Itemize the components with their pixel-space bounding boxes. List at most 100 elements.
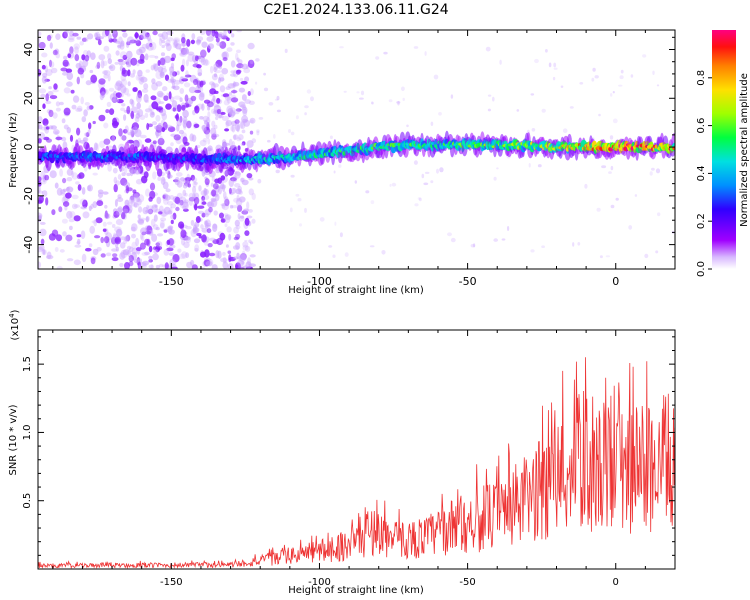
spectrogram-noise-blob — [186, 236, 191, 240]
spectrogram-noise-blob — [205, 30, 212, 36]
spectrogram-noise-blob — [204, 220, 209, 229]
spectrogram-noise-blob — [160, 108, 167, 117]
spectrogram-noise-blob — [76, 234, 82, 238]
spectrogram-noise-blob — [148, 54, 156, 58]
spectrogram-noise-blob — [124, 125, 129, 134]
spectrogram-noise-blob — [178, 129, 185, 135]
spectrogram-noise-blob — [501, 238, 506, 241]
colorbar-tick-label: 0.2 — [696, 213, 707, 229]
spectrogram-noise-blob — [186, 261, 193, 269]
spectrogram-noise-blob — [507, 226, 510, 231]
spectrogram-noise-blob — [181, 238, 185, 246]
spectrogram-noise-blob — [208, 206, 213, 213]
spectrogram-noise-blob — [237, 185, 242, 192]
spectrogram-noise-blob — [569, 106, 574, 109]
spectrogram-noise-blob — [237, 59, 243, 65]
spectrogram-noise-blob — [162, 121, 168, 131]
spectrogram-noise-blob — [137, 218, 145, 224]
spectrogram-noise-blob — [49, 59, 52, 68]
spectrogram-noise-blob — [163, 248, 170, 256]
spectrogram-noise-blob — [38, 124, 43, 130]
spectrogram-noise-blob — [218, 114, 224, 119]
spectrogram-noise-blob — [159, 35, 166, 42]
spectrogram-noise-blob — [161, 113, 167, 121]
spectrogram-noise-blob — [126, 93, 131, 97]
spectrogram-noise-blob — [360, 90, 365, 96]
spectrogram-noise-blob — [204, 212, 209, 218]
spectrogram-noise-blob — [208, 30, 215, 37]
spectrogram-noise-blob — [610, 204, 615, 209]
spectrogram-noise-blob — [151, 233, 158, 242]
spectrogram-noise-blob — [65, 234, 73, 242]
spectrogram-noise-blob — [113, 176, 118, 184]
spectrogram-noise-blob — [188, 197, 193, 206]
colorbar: 0.0 0.2 0.4 0.6 0.8 Normalized spectral ampl… — [696, 30, 750, 277]
spectrogram-noise-blob — [116, 228, 123, 237]
chart-title: C2E1.2024.133.06.11.G24 — [263, 2, 448, 18]
spectrogram-noise-blob — [175, 172, 183, 177]
spectrogram-noise-blob — [179, 199, 185, 208]
spectrogram-noise-blob — [149, 190, 156, 200]
spectrogram-noise-blob — [88, 105, 94, 110]
spectrogram-noise-blob — [130, 57, 138, 66]
spectrogram-noise-blob — [121, 211, 126, 220]
spectrogram-noise-blob — [592, 67, 596, 72]
spectrogram-noise-blob — [485, 46, 491, 52]
spectrogram-noise-blob — [89, 225, 95, 234]
spectrogram-noise-blob — [242, 244, 249, 251]
spectrogram-noise-blob — [144, 112, 149, 119]
spectrogram-noise-blob — [203, 126, 211, 135]
spectrogram-noise-blob — [132, 69, 136, 75]
spectrogram-noise-blob — [126, 105, 131, 115]
spectrogram-noise-blob — [219, 41, 227, 49]
spectrogram-noise-blob — [233, 197, 240, 203]
spectrogram-noise-blob — [48, 125, 54, 130]
spectrogram-noise-blob — [209, 88, 217, 95]
spectrogram-noise-blob — [248, 239, 252, 244]
spectrogram-noise-blob — [126, 50, 133, 59]
spectrogram-noise-blob — [144, 251, 150, 256]
spectrogram-noise-blob — [191, 264, 198, 269]
spectrogram-noise-blob — [191, 33, 196, 40]
spectrogram-noise-blob — [38, 176, 42, 182]
spectrogram-noise-blob — [596, 207, 601, 212]
spectrogram-noise-blob — [118, 60, 126, 66]
spectrogram-noise-blob — [141, 234, 145, 242]
spectrogram-noise-blob — [289, 207, 293, 213]
spectrogram-noise-blob — [145, 42, 150, 50]
spectrogram-noise-blob — [55, 53, 60, 59]
spectrogram-noise-blob — [493, 238, 499, 242]
y-tick-label: 0 — [22, 144, 35, 151]
spectrogram-noise-blob — [182, 201, 189, 210]
spectrogram-noise-blob — [234, 171, 241, 176]
spectrogram-noise-blob — [64, 30, 68, 38]
spectrogram-noise-blob — [156, 196, 162, 205]
spectrogram-noise-blob — [126, 249, 132, 257]
spectrogram-noise-blob — [196, 39, 202, 43]
spectrogram-noise-blob — [117, 206, 123, 213]
spectrogram-noise-blob — [628, 225, 633, 230]
spectrogram-noise-blob — [246, 201, 250, 210]
spectrogram-noise-blob — [111, 99, 120, 103]
spectrogram-noise-blob — [202, 194, 210, 200]
spectrogram-noise-blob — [75, 62, 82, 69]
spectrogram-noise-blob — [290, 174, 295, 178]
spectrogram-noise-blob — [172, 80, 175, 89]
spectrogram-noise-blob — [231, 175, 238, 183]
spectrogram-noise-blob — [244, 245, 251, 252]
y-tick-label: 20 — [22, 91, 35, 105]
spectrogram-noise-blob — [56, 187, 63, 196]
spectrogram-noise-blob — [119, 252, 126, 260]
spectrogram-noise-blob — [249, 117, 256, 124]
spectrogram-noise-blob — [159, 222, 165, 229]
spectrogram-noise-blob — [66, 177, 73, 182]
spectrogram-noise-blob — [158, 122, 162, 128]
spectrogram-noise-blob — [241, 141, 246, 146]
spectrogram-noise-blob — [94, 235, 101, 239]
snr-x-ticks: -150 -100 -50 0 — [52, 330, 676, 588]
spectrogram-noise-blob — [149, 42, 153, 48]
spectrogram-noise-blob — [171, 266, 178, 269]
spectrogram-noise-blob — [424, 51, 427, 56]
spectrogram-noise-blob — [530, 93, 535, 96]
spectrogram-noise-blob — [295, 115, 299, 120]
